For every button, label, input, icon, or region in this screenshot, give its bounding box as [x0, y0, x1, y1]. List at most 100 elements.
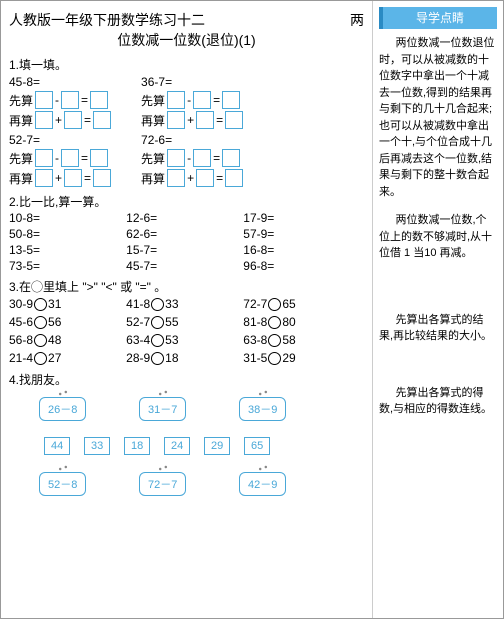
guide-p1: 两位数减一位数退位时，可以从被减数的十位数字中拿出一个十减去一位数,得到的结果再…: [379, 35, 497, 200]
blank-box[interactable]: [167, 149, 185, 167]
compare-circle[interactable]: [151, 316, 164, 329]
calc-item: 96-8=: [243, 259, 360, 273]
calc-item: 13-5=: [9, 243, 126, 257]
compare-item: 63-453: [126, 333, 243, 347]
blank-box[interactable]: [225, 111, 243, 129]
blank-box[interactable]: [93, 111, 111, 129]
cloud-expr[interactable]: 42－9: [239, 472, 286, 496]
problem-1b: 36-7= 先算-= 再算+=: [141, 75, 243, 131]
blank-box[interactable]: [222, 149, 240, 167]
section-3: 3.在◯里填上 ">" "<" 或 "=" 。 30-93141-83372-7…: [9, 278, 364, 367]
blank-box[interactable]: [90, 91, 108, 109]
blank-box[interactable]: [193, 91, 211, 109]
compare-item: 45-656: [9, 315, 126, 329]
compare-item: 28-918: [126, 351, 243, 365]
blank-box[interactable]: [64, 169, 82, 187]
compare-circle[interactable]: [151, 334, 164, 347]
blank-box[interactable]: [35, 149, 53, 167]
compare-item: 56-848: [9, 333, 126, 347]
label-xian: 先算: [141, 150, 165, 167]
sec1-title: 1.填一填。: [9, 56, 364, 73]
friends-area: 26－8 31－7 38－9 52－8 72－7 42－9 44 33 18 24 29 65: [9, 392, 364, 502]
compare-circle[interactable]: [268, 298, 281, 311]
expr: 45-8=: [9, 75, 40, 89]
grid-2: 10-8=12-6=17-9=50-8=62-6=57-9=13-5=15-7=…: [9, 210, 364, 274]
compare-circle[interactable]: [34, 298, 47, 311]
sec2-title: 2.比一比,算一算。: [9, 193, 364, 210]
blank-box[interactable]: [167, 91, 185, 109]
compare-item: 41-833: [126, 297, 243, 311]
compare-circle[interactable]: [151, 352, 164, 365]
problem-1d: 72-6= 先算-= 再算+=: [141, 133, 243, 189]
blank-box[interactable]: [196, 111, 214, 129]
blank-box[interactable]: [167, 111, 185, 129]
calc-item: 50-8=: [9, 227, 126, 241]
blank-box[interactable]: [61, 149, 79, 167]
blank-box[interactable]: [93, 169, 111, 187]
blank-box[interactable]: [196, 169, 214, 187]
num-box[interactable]: 44: [44, 437, 70, 455]
blank-box[interactable]: [64, 111, 82, 129]
compare-item: 72-765: [243, 297, 360, 311]
calc-item: 16-8=: [243, 243, 360, 257]
label-xian: 先算: [9, 150, 33, 167]
problem-1c: 52-7= 先算-= 再算+=: [9, 133, 111, 189]
title-sub: 位数减一位数(退位)(1): [9, 31, 364, 51]
cloud-expr[interactable]: 72－7: [139, 472, 186, 496]
compare-item: 81-880: [243, 315, 360, 329]
cloud-expr[interactable]: 31－7: [139, 397, 186, 421]
guide-title: 导学点睛: [379, 7, 497, 29]
section-2: 2.比一比,算一算。 10-8=12-6=17-9=50-8=62-6=57-9…: [9, 193, 364, 274]
compare-circle[interactable]: [268, 334, 281, 347]
num-box[interactable]: 33: [84, 437, 110, 455]
blank-box[interactable]: [61, 91, 79, 109]
guide-p3: 先算出各算式的结果,再比较结果的大小。: [379, 312, 497, 345]
expr: 36-7=: [141, 75, 172, 89]
blank-box[interactable]: [90, 149, 108, 167]
grid-3: 30-93141-83372-76545-65652-75581-88056-8…: [9, 295, 364, 367]
title-right: 两: [350, 11, 364, 31]
compare-item: 52-755: [126, 315, 243, 329]
compare-circle[interactable]: [151, 298, 164, 311]
calc-item: 62-6=: [126, 227, 243, 241]
cloud-expr[interactable]: 38－9: [239, 397, 286, 421]
calc-item: 17-9=: [243, 211, 360, 225]
problem-1a: 45-8= 先算-= 再算+=: [9, 75, 111, 131]
sec4-title: 4.找朋友。: [9, 371, 364, 388]
cloud-expr[interactable]: 52－8: [39, 472, 86, 496]
worksheet-page: 人教版一年级下册数学练习十二 两 位数减一位数(退位)(1) 1.填一填。 45…: [0, 0, 504, 619]
calc-item: 15-7=: [126, 243, 243, 257]
worksheet-title: 人教版一年级下册数学练习十二 两 位数减一位数(退位)(1): [9, 11, 364, 50]
blank-box[interactable]: [35, 91, 53, 109]
blank-box[interactable]: [167, 169, 185, 187]
calc-item: 73-5=: [9, 259, 126, 273]
compare-circle[interactable]: [34, 352, 47, 365]
expr: 72-6=: [141, 133, 172, 147]
guide-p2: 两位数减一位数,个位上的数不够减时,从十位借 1 当10 再减。: [379, 212, 497, 262]
label-zai: 再算: [141, 170, 165, 187]
section-4: 4.找朋友。 26－831－738－952－872－742－9443318242…: [9, 371, 364, 502]
title-left: 人教版一年级下册数学练习十二: [9, 11, 205, 31]
compare-circle[interactable]: [34, 316, 47, 329]
num-box[interactable]: 65: [244, 437, 270, 455]
calc-item: 10-8=: [9, 211, 126, 225]
calc-item: 12-6=: [126, 211, 243, 225]
label-xian: 先算: [141, 92, 165, 109]
cloud-expr[interactable]: 26－8: [39, 397, 86, 421]
num-box[interactable]: 24: [164, 437, 190, 455]
compare-circle[interactable]: [268, 352, 281, 365]
num-box[interactable]: 18: [124, 437, 150, 455]
blank-box[interactable]: [35, 169, 53, 187]
num-box[interactable]: 29: [204, 437, 230, 455]
blank-box[interactable]: [193, 149, 211, 167]
label-zai: 再算: [9, 112, 33, 129]
blank-box[interactable]: [35, 111, 53, 129]
calc-item: 45-7=: [126, 259, 243, 273]
section-1: 1.填一填。 45-8= 先算-= 再算+= 36-7= 先算-= 再算+= 5…: [9, 56, 364, 189]
compare-item: 63-858: [243, 333, 360, 347]
blank-box[interactable]: [225, 169, 243, 187]
guide-p4: 先算出各算式的得数,与相应的得数连线。: [379, 385, 497, 418]
compare-circle[interactable]: [34, 334, 47, 347]
blank-box[interactable]: [222, 91, 240, 109]
compare-circle[interactable]: [268, 316, 281, 329]
